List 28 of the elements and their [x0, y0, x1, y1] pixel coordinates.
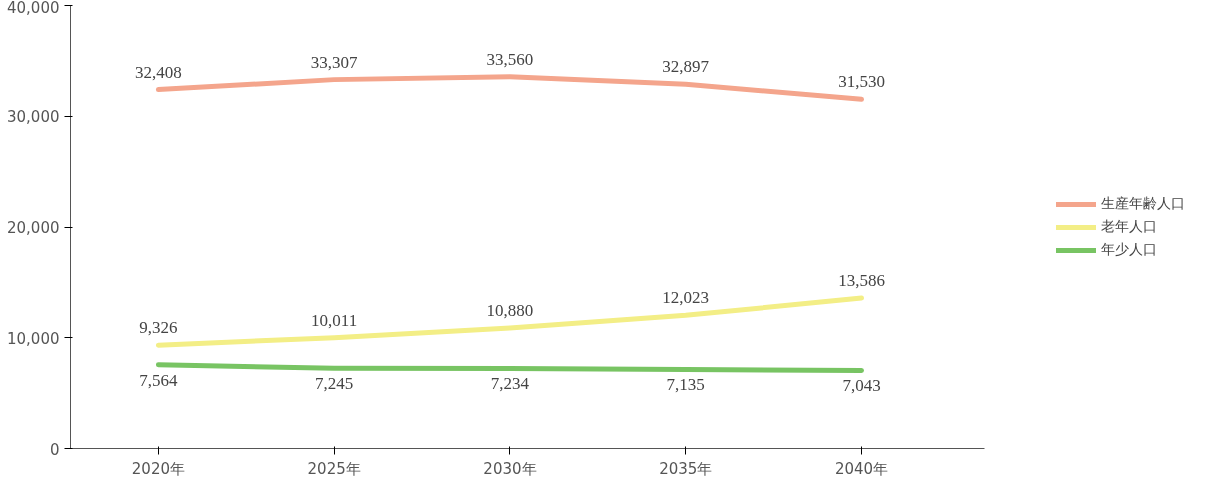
data-label: 32,408 — [135, 62, 182, 82]
data-label: 7,043 — [842, 376, 881, 396]
data-label: 12,023 — [662, 288, 710, 308]
x-tick-label: 2025年 — [307, 459, 361, 478]
legend-label: 老年人口 — [1101, 217, 1157, 236]
y-tick-label: 20,000 — [7, 219, 60, 237]
legend-label: 生産年齢人口 — [1101, 194, 1185, 213]
data-label: 7,564 — [139, 370, 179, 390]
data-label: 7,135 — [666, 375, 705, 395]
data-label: 9,326 — [139, 318, 178, 338]
x-tick-label: 2040年 — [834, 459, 889, 478]
data-label: 7,234 — [490, 374, 530, 394]
data-label: 33,307 — [310, 52, 359, 72]
y-tick-label: 40,000 — [7, 0, 60, 17]
x-tick-label: 2030年 — [483, 459, 537, 478]
x-tick-label: 2035年 — [659, 459, 713, 478]
y-tick-label: 10,000 — [7, 329, 60, 348]
data-label: 33,560 — [486, 49, 534, 69]
data-label: 10,011 — [311, 310, 358, 330]
data-label: 7,245 — [315, 374, 354, 394]
data-label: 31,530 — [838, 72, 885, 92]
y-tick-label: 0 — [49, 440, 60, 459]
data-label: 32,897 — [662, 57, 710, 77]
data-label: 13,586 — [838, 271, 885, 291]
x-tick-label: 2020年 — [131, 459, 185, 478]
legend-label: 年少人口 — [1101, 240, 1157, 259]
data-label: 10,880 — [486, 301, 534, 320]
y-tick-label: 30,000 — [7, 108, 60, 127]
